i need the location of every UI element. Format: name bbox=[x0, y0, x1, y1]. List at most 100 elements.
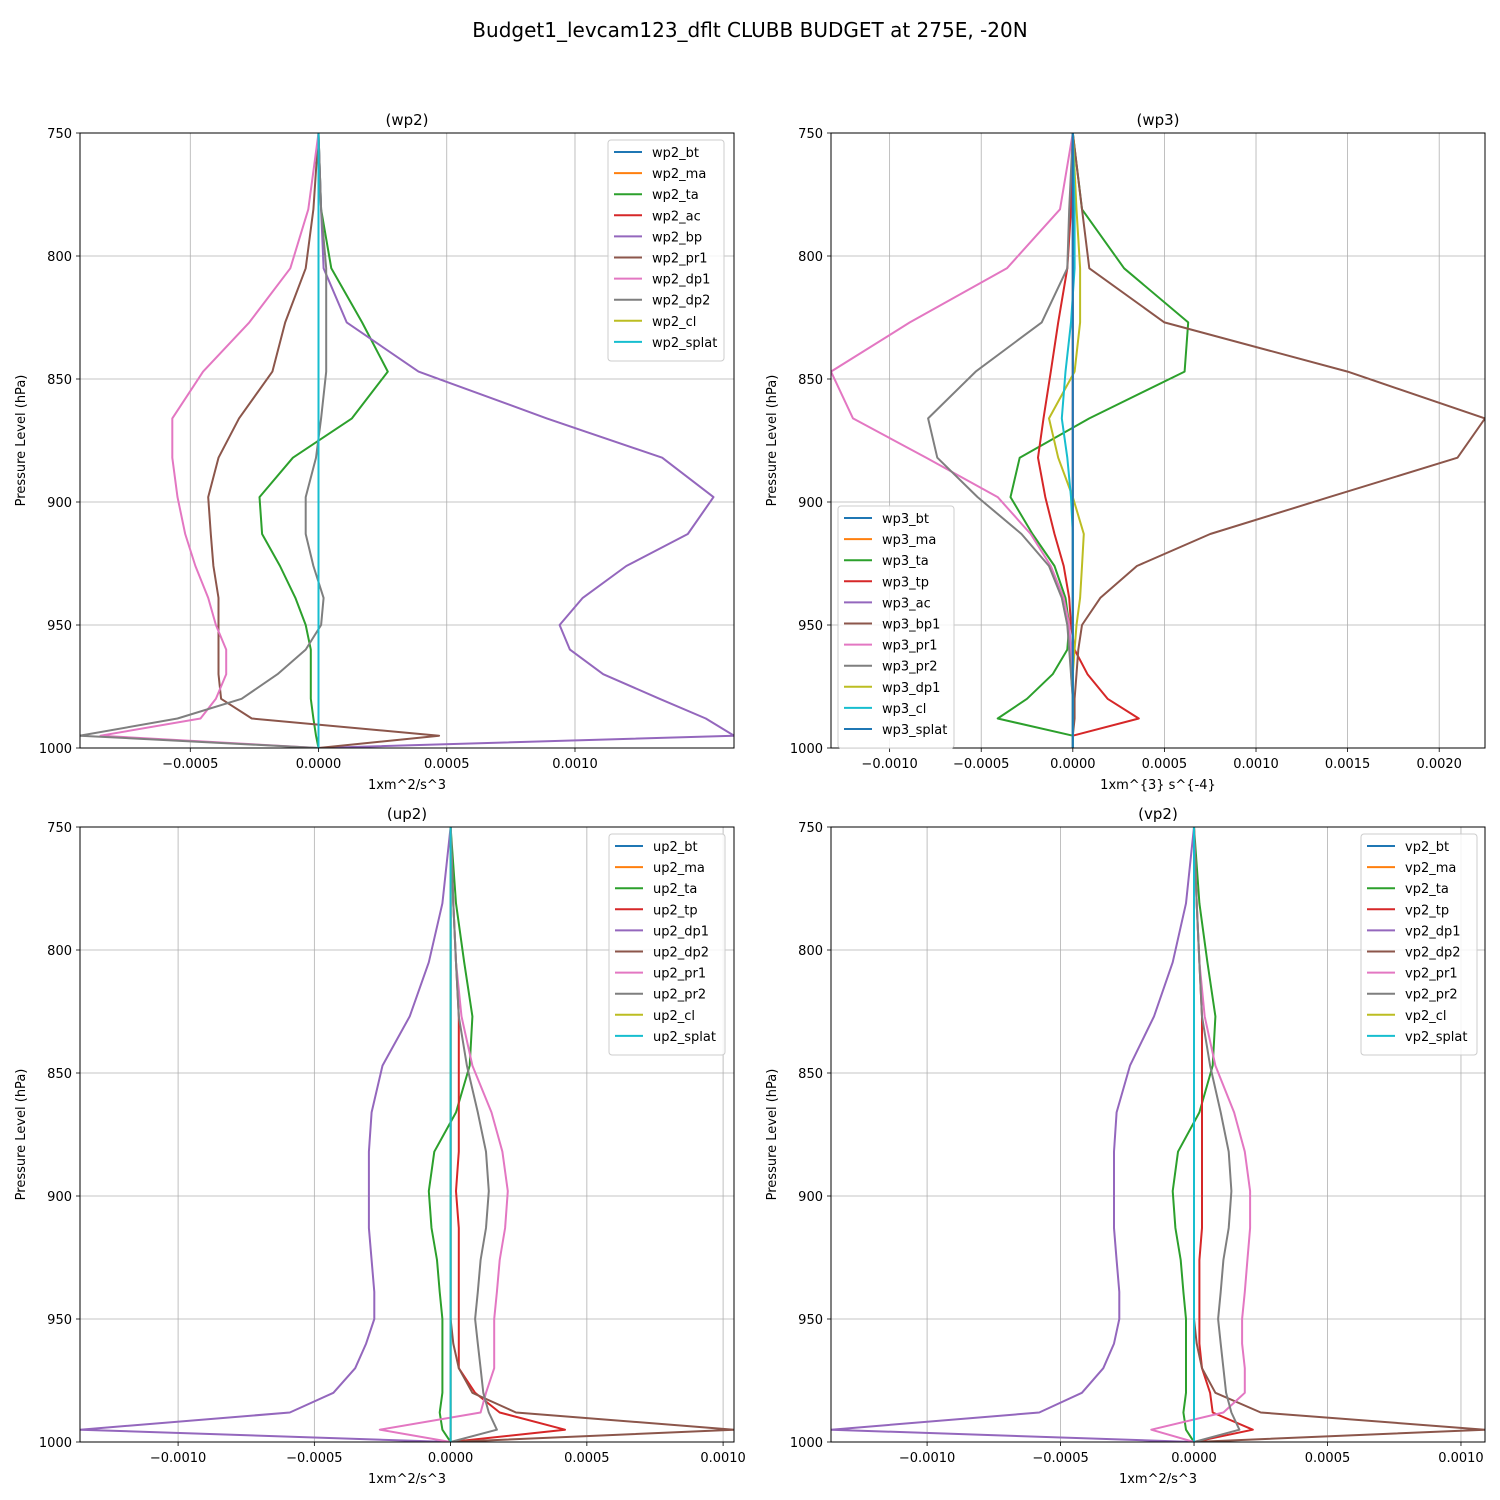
legend-label: vp2_dp2 bbox=[1405, 946, 1461, 961]
y-tick-label: 850 bbox=[798, 373, 823, 388]
panel-title: (wp2) bbox=[385, 111, 428, 129]
legend-label: wp3_dp1 bbox=[882, 681, 940, 696]
series-line-wp2_dp2 bbox=[80, 133, 328, 748]
series-line-wp3_ta bbox=[996, 133, 1190, 748]
axes-frame bbox=[79, 826, 735, 1443]
x-tick-label: 0.0020 bbox=[1416, 757, 1462, 772]
legend: wp3_bt wp3_ma wp3_ta wp3_tp wp3_ac wp3_bp1 wp3… bbox=[837, 505, 955, 749]
y-tick-label: 850 bbox=[798, 1067, 823, 1082]
y-tick-label: 950 bbox=[47, 1313, 72, 1328]
legend-label: wp3_splat bbox=[882, 723, 947, 738]
legend-label: wp2_splat bbox=[652, 336, 717, 351]
legend-label: vp2_splat bbox=[1405, 1030, 1467, 1045]
legend-label: wp3_ma bbox=[882, 533, 936, 548]
x-tick-label: 0.0000 bbox=[1050, 757, 1096, 772]
y-tick-label: 1000 bbox=[39, 742, 72, 757]
x-tick-label: 0.0010 bbox=[1233, 757, 1279, 772]
y-tick-label: 750 bbox=[798, 821, 823, 836]
panel-title: (up2) bbox=[387, 805, 427, 823]
legend-label: wp2_bt bbox=[652, 146, 699, 161]
x-tick-label: −0.0005 bbox=[1032, 1451, 1088, 1466]
legend-label: wp3_bt bbox=[882, 512, 929, 527]
legend-label: vp2_tp bbox=[1405, 903, 1449, 918]
series-lines bbox=[80, 133, 734, 748]
y-tick-label: 850 bbox=[47, 1067, 72, 1082]
legend: up2_bt up2_ma up2_ta up2_tp up2_dp1 up2_dp2up… bbox=[608, 833, 726, 1056]
x-tick-label: 0.0000 bbox=[296, 757, 342, 772]
x-axis-label: 1xm^{3} s^{-4} bbox=[1100, 778, 1216, 793]
series-line-wp3_bp1 bbox=[1071, 133, 1485, 748]
x-tick-label: −0.0010 bbox=[899, 1451, 955, 1466]
figure-title: Budget1_levcam123_dflt CLUBB BUDGET at 2… bbox=[472, 18, 1027, 42]
x-tick-label: −0.0005 bbox=[286, 1451, 342, 1466]
legend-label: wp2_dp1 bbox=[652, 273, 710, 288]
series-lines bbox=[80, 827, 734, 1442]
x-axis-label: 1xm^2/s^3 bbox=[1119, 1472, 1197, 1487]
y-tick-label: 750 bbox=[47, 127, 72, 142]
y-tick-label: 950 bbox=[798, 619, 823, 634]
y-tick-label: 750 bbox=[47, 821, 72, 836]
series-line-up2_pr2 bbox=[449, 827, 498, 1442]
series-lines bbox=[831, 133, 1485, 748]
y-axis-label: Pressure Level (hPa) bbox=[14, 375, 29, 507]
y-tick-label: 1000 bbox=[790, 742, 823, 757]
series-line-wp2_ta bbox=[258, 133, 389, 748]
series-line-wp2_bp bbox=[317, 133, 734, 748]
legend-label: vp2_dp1 bbox=[1405, 924, 1461, 939]
x-axis-label: 1xm^2/s^3 bbox=[368, 1472, 446, 1487]
legend-label: wp3_ac bbox=[882, 596, 931, 611]
legend-label: vp2_cl bbox=[1405, 1009, 1446, 1024]
legend-label: wp2_ta bbox=[652, 188, 699, 203]
series-line-vp2_pr1 bbox=[1150, 827, 1252, 1442]
legend-label: wp2_ma bbox=[652, 167, 706, 182]
panel-title: (wp3) bbox=[1136, 111, 1179, 129]
y-tick-label: 800 bbox=[47, 944, 72, 959]
x-tick-label: 0.0015 bbox=[1325, 757, 1371, 772]
axes-frame bbox=[830, 132, 1486, 749]
legend-label: up2_ma bbox=[653, 861, 705, 876]
y-axis-label: Pressure Level (hPa) bbox=[14, 1069, 29, 1201]
x-tick-label: 0.0005 bbox=[1142, 757, 1188, 772]
x-tick-label: 0.0010 bbox=[1438, 1451, 1484, 1466]
y-axis-label: Pressure Level (hPa) bbox=[765, 375, 780, 507]
y-axis-label: Pressure Level (hPa) bbox=[765, 1069, 780, 1201]
legend-label: wp2_bp bbox=[652, 230, 702, 245]
y-tick-label: 900 bbox=[47, 496, 72, 511]
y-tick-label: 1000 bbox=[790, 1436, 823, 1451]
y-tick-label: 800 bbox=[798, 250, 823, 265]
y-tick-label: 950 bbox=[47, 619, 72, 634]
series-line-up2_ta bbox=[427, 827, 474, 1442]
legend-label: up2_bt bbox=[653, 840, 698, 855]
legend-label: wp3_bp1 bbox=[882, 618, 940, 633]
y-tick-label: 950 bbox=[798, 1313, 823, 1328]
legend-label: wp3_pr1 bbox=[882, 639, 938, 654]
legend-box bbox=[607, 139, 725, 362]
series-line-wp2_pr1 bbox=[207, 133, 441, 748]
legend-label: up2_ta bbox=[653, 882, 697, 897]
legend-label: wp3_cl bbox=[882, 702, 926, 717]
x-tick-label: −0.0005 bbox=[162, 757, 218, 772]
x-tick-label: 0.0000 bbox=[428, 1451, 474, 1466]
legend-label: up2_splat bbox=[653, 1030, 716, 1045]
legend: vp2_bt vp2_ma vp2_ta vp2_tp vp2_dp1 vp2_dp2vp… bbox=[1360, 833, 1478, 1056]
legend-label: vp2_pr1 bbox=[1405, 967, 1458, 982]
legend-box bbox=[608, 833, 726, 1056]
legend-label: vp2_pr2 bbox=[1405, 988, 1458, 1003]
series-lines bbox=[831, 827, 1485, 1442]
y-tick-label: 800 bbox=[47, 250, 72, 265]
legend: wp2_bt wp2_ma wp2_ta wp2_ac wp2_bp wp2_pr1 wp2… bbox=[607, 139, 725, 362]
series-line-up2_dp1 bbox=[80, 827, 452, 1442]
y-tick-label: 900 bbox=[47, 1190, 72, 1205]
panel-1: −0.0010 −0.0005 0.0000 0.0005 0.0010 0.0015 0.… bbox=[765, 111, 1486, 793]
legend-label: up2_dp2 bbox=[653, 946, 709, 961]
legend-label: wp3_ta bbox=[882, 554, 929, 569]
panel-title: (vp2) bbox=[1138, 805, 1178, 823]
x-axis-label: 1xm^2/s^3 bbox=[368, 778, 446, 793]
legend-label: up2_dp1 bbox=[653, 924, 709, 939]
series-line-vp2_pr2 bbox=[1193, 827, 1241, 1442]
legend-label: wp3_pr2 bbox=[882, 660, 938, 675]
panel-3: −0.0010 −0.0005 0.0000 0.0005 0.0010 750 800 85… bbox=[765, 805, 1486, 1487]
legend-label: vp2_bt bbox=[1405, 840, 1449, 855]
x-tick-label: 0.0005 bbox=[424, 757, 470, 772]
